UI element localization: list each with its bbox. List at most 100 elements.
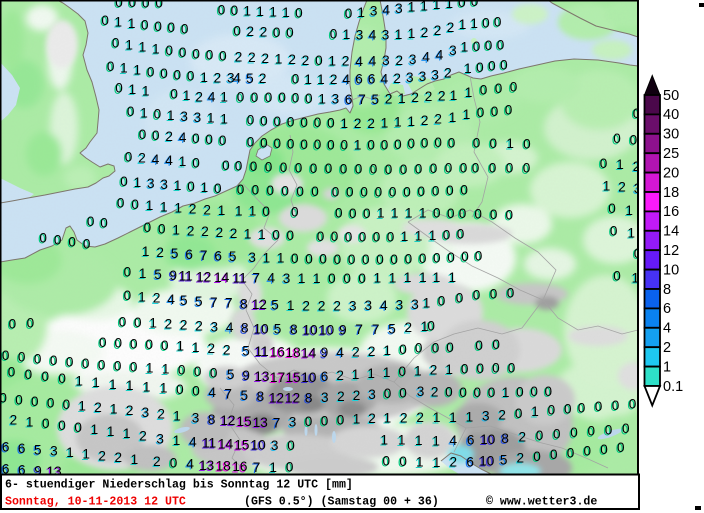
svg-text:1: 1 [219, 91, 227, 106]
svg-text:0: 0 [427, 319, 435, 334]
svg-text:2: 2 [302, 53, 310, 68]
svg-text:0: 0 [446, 251, 454, 266]
svg-text:0: 0 [394, 137, 402, 152]
svg-text:0: 0 [140, 19, 148, 34]
svg-text:0: 0 [338, 163, 346, 178]
svg-text:1: 1 [432, 433, 440, 448]
svg-text:1: 1 [446, 0, 454, 11]
svg-text:1: 1 [125, 38, 133, 53]
svg-text:14: 14 [213, 271, 229, 286]
svg-text:1: 1 [372, 272, 380, 287]
svg-text:1: 1 [143, 379, 151, 394]
svg-text:0: 0 [388, 186, 396, 201]
svg-text:0: 0 [192, 131, 200, 146]
svg-text:0: 0 [460, 183, 468, 198]
svg-text:1: 1 [382, 412, 390, 427]
svg-text:0: 0 [263, 91, 271, 106]
svg-text:0: 0 [115, 336, 123, 351]
svg-text:0: 0 [433, 250, 441, 265]
svg-text:0: 0 [113, 360, 121, 375]
svg-text:0: 0 [285, 26, 293, 41]
svg-text:0: 0 [447, 206, 455, 221]
svg-text:3: 3 [394, 2, 402, 17]
svg-text:1: 1 [255, 5, 263, 20]
svg-text:0: 0 [141, 0, 149, 11]
svg-text:1: 1 [287, 298, 295, 313]
svg-text:3: 3 [417, 70, 425, 85]
svg-text:3: 3 [411, 297, 419, 312]
svg-text:0: 0 [445, 161, 453, 176]
svg-text:0: 0 [403, 252, 411, 267]
svg-text:6: 6 [185, 247, 193, 262]
svg-text:3: 3 [248, 250, 256, 265]
svg-text:8: 8 [290, 322, 298, 337]
svg-text:0: 0 [406, 137, 414, 152]
svg-text:0: 0 [114, 0, 122, 11]
svg-text:1: 1 [206, 112, 214, 127]
svg-text:0: 0 [488, 59, 496, 74]
svg-text:0: 0 [27, 316, 35, 331]
svg-text:1: 1 [391, 206, 399, 221]
svg-text:0: 0 [376, 252, 384, 267]
svg-text:2: 2 [368, 344, 376, 359]
svg-text:0: 0 [192, 155, 200, 170]
svg-text:1: 1 [182, 89, 190, 104]
svg-text:0: 0 [314, 54, 322, 69]
svg-text:0: 0 [474, 339, 482, 354]
svg-text:7: 7 [253, 460, 261, 475]
svg-text:0: 0 [473, 250, 481, 265]
svg-text:0: 0 [168, 20, 176, 35]
svg-text:4: 4 [379, 299, 387, 314]
svg-text:0: 0 [576, 402, 584, 417]
svg-text:0: 0 [473, 288, 481, 303]
svg-text:0: 0 [291, 205, 299, 220]
svg-text:0: 0 [107, 59, 115, 74]
svg-text:0: 0 [415, 162, 423, 177]
svg-text:2: 2 [329, 73, 337, 88]
svg-text:2: 2 [301, 300, 309, 315]
svg-text:1: 1 [173, 202, 181, 217]
svg-text:1: 1 [393, 116, 401, 131]
svg-text:13: 13 [198, 459, 213, 474]
svg-text:13: 13 [199, 458, 214, 473]
svg-text:0: 0 [361, 253, 369, 268]
svg-text:0: 0 [471, 137, 479, 152]
svg-text:4: 4 [355, 54, 363, 69]
svg-text:12: 12 [284, 391, 299, 406]
svg-text:2: 2 [208, 341, 216, 356]
svg-text:0: 0 [445, 341, 453, 356]
svg-text:0: 0 [191, 385, 199, 400]
svg-text:0: 0 [489, 161, 497, 176]
svg-text:3: 3 [419, 69, 427, 84]
svg-text:2: 2 [428, 364, 436, 379]
svg-text:0: 0 [506, 208, 514, 223]
svg-text:2: 2 [223, 343, 231, 358]
svg-text:0: 0 [42, 369, 50, 384]
svg-text:15: 15 [234, 437, 249, 452]
svg-text:0: 0 [629, 397, 637, 412]
svg-text:2: 2 [430, 386, 438, 401]
svg-text:0: 0 [490, 207, 498, 222]
svg-text:1: 1 [109, 377, 117, 392]
svg-text:1: 1 [354, 138, 362, 153]
svg-text:0: 0 [471, 0, 479, 9]
svg-text:0: 0 [142, 221, 150, 236]
svg-text:0: 0 [447, 250, 455, 265]
svg-text:1: 1 [433, 455, 441, 470]
svg-text:14: 14 [214, 270, 230, 285]
svg-text:7: 7 [223, 388, 231, 403]
svg-text:1: 1 [124, 39, 132, 54]
svg-text:2: 2 [384, 93, 392, 108]
svg-text:3: 3 [227, 71, 235, 86]
svg-text:2: 2 [248, 50, 256, 65]
svg-text:1: 1 [161, 363, 169, 378]
svg-text:0: 0 [61, 398, 69, 413]
svg-text:0: 0 [314, 137, 322, 152]
svg-text:3: 3 [283, 271, 291, 286]
svg-text:0: 0 [137, 128, 145, 143]
svg-text:2: 2 [262, 51, 270, 66]
svg-text:0: 0 [300, 115, 308, 130]
svg-text:0: 0 [111, 37, 119, 52]
svg-text:1: 1 [142, 380, 150, 395]
svg-text:0: 0 [295, 185, 303, 200]
